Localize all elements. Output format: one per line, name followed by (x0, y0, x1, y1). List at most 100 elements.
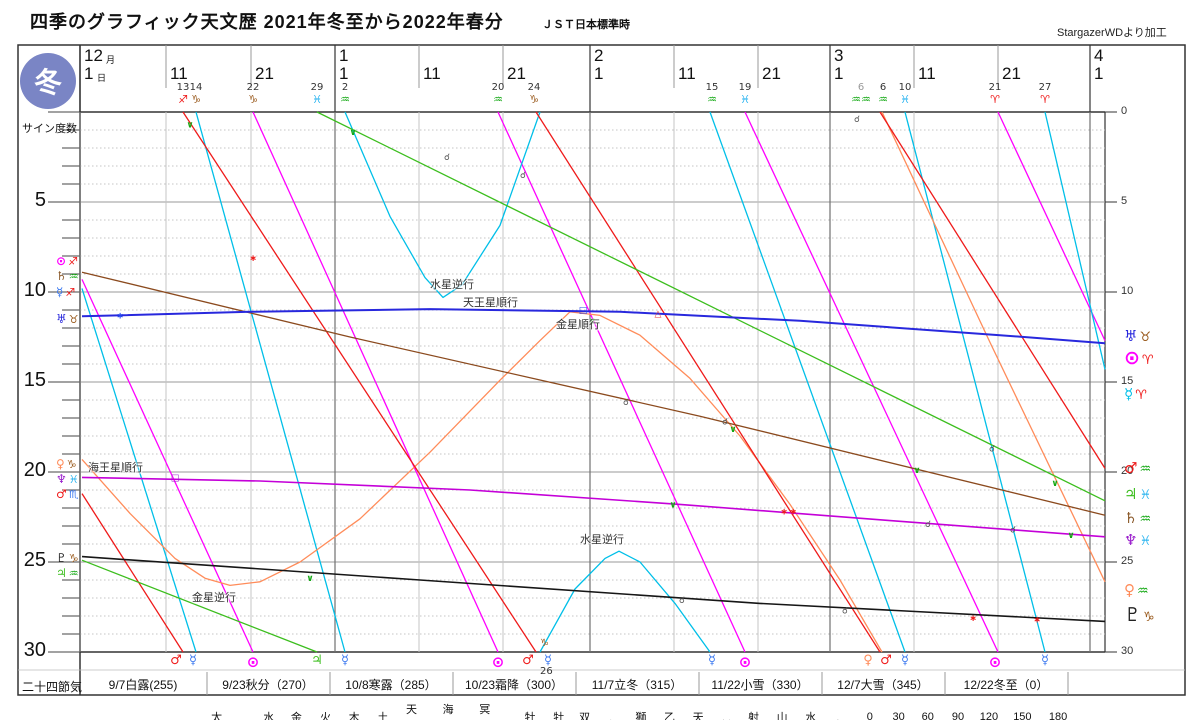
date-day-label: 21 (507, 64, 526, 83)
legend-label: 冥王星 (479, 704, 491, 716)
legend-label: 180度 (1048, 711, 1068, 720)
sign-glyph: ♒ (1139, 512, 1152, 527)
planet-label-right: ☿ ♈ (1124, 384, 1147, 403)
sign-glyph-icon: ♌ (624, 718, 635, 720)
aspect-glyph-icon: ∨ (882, 718, 892, 720)
solar-term-label: 12/22冬至（0） (963, 678, 1049, 692)
legend-label: 牡羊 (524, 712, 536, 720)
y-axis-label-right: 20 (1121, 465, 1134, 477)
aspect-marker: ∨ (669, 500, 676, 510)
bottom-planet-marker: ♀ (863, 653, 873, 668)
sign-glyph: ♏ (68, 488, 79, 501)
aspect-marker: ☌ (444, 153, 450, 163)
y-axis-label-right: 25 (1121, 555, 1134, 567)
planet-glyph-icon: ♄ (366, 718, 377, 720)
ingress-sign-icon: ♑ (529, 93, 539, 106)
planet-glyph-icon: ♃ (337, 718, 348, 720)
ingress-date: 29 (310, 82, 324, 93)
planet-line-jupiter (81, 559, 318, 653)
planet-glyph-icon: ♇ (468, 718, 479, 720)
legend-label: 60度 (921, 711, 934, 720)
ingress-date: 6 (879, 82, 887, 93)
motion-label: 海王星順行 (88, 462, 143, 474)
planet-line-saturn (81, 271, 1106, 516)
legend-item-sign: ♍乙女 (652, 709, 677, 720)
aspect-glyph-icon: ⊼ (1002, 718, 1012, 720)
bottom-planet-marker: ☿ (341, 653, 349, 668)
planet-glyph: ♂ (1124, 459, 1138, 477)
planet-line-mars (81, 493, 184, 653)
date-day-label: 11 (423, 64, 441, 83)
bottom-planet-marker: ☿ (1041, 653, 1049, 668)
legend-item-planet: ♃木星 (337, 709, 362, 720)
ingress-date: 10 (898, 82, 912, 93)
bottom-planet-marker: ☿ (708, 653, 716, 668)
y-axis-label-left: 20 (23, 459, 46, 481)
aspect-marker: □ (171, 473, 180, 483)
solar-term-label: 12/7大雪（345） (837, 678, 929, 692)
sign-glyph: ♈ (1135, 388, 1147, 403)
planet-glyph: ♃ (56, 566, 67, 580)
legend-item-aspect: ☌0度 (858, 711, 878, 720)
planet-glyph: ♂ (56, 487, 67, 501)
bottom-planet-marker: ♂ (880, 653, 892, 668)
planet-line-venus (881, 111, 1106, 583)
ingress-sign-icon: ♈ (1040, 93, 1050, 106)
sign-glyph-icon: ♓ (822, 718, 833, 720)
sign-glyph-icon: ♋ (597, 718, 608, 720)
y-axis-label-left: 5 (34, 189, 46, 211)
date-day-label: 1 (594, 64, 604, 83)
solar-term-label: 10/8寒露（285） (345, 678, 437, 692)
aspect-marker: ☌ (623, 398, 629, 408)
motion-label: 天王星順行 (463, 297, 518, 309)
ingress-date: 20 (491, 82, 505, 93)
planet-glyph-icon: ♂ (308, 718, 319, 720)
planet-line-mars (879, 111, 1106, 469)
sign-glyph-icon: ♈ (513, 718, 524, 720)
bottom-planet-marker: ☿ (189, 653, 197, 668)
legend-item-sign: ♒水瓶 (794, 709, 819, 720)
legend-item-planet: ♅天王星 (394, 701, 427, 720)
legend-label: 土星 (377, 712, 389, 720)
planet-label-left: ♃ ♒ (56, 562, 79, 581)
planet-glyph: ♄ (56, 269, 67, 283)
planet-glyph: ⊙ (1124, 347, 1140, 369)
solar-term-label: 10/23霜降（300） (464, 678, 564, 692)
ingress-date: 13 (176, 82, 190, 93)
planet-line-sun (252, 111, 499, 653)
aspect-marker: ☌ (722, 418, 728, 428)
legend-label: 海王星 (442, 704, 454, 716)
sign-glyph: ♑ (66, 458, 77, 471)
legend-label: 木星 (348, 712, 360, 720)
aspect-marker: ∨ (1067, 531, 1074, 541)
planet-line-jupiter (316, 111, 1106, 502)
legend-item-aspect: △120度 (970, 711, 999, 720)
legend-label: 150度 (1013, 711, 1032, 720)
date-month-label: 12 (84, 46, 103, 65)
planet-line-sun (997, 111, 1106, 341)
retro-ingress-sign: ♑ (540, 638, 549, 649)
sign-glyph: ♒ (68, 567, 79, 580)
aspect-marker: ∗ (116, 311, 124, 321)
legend-item-aspect: □90度 (940, 711, 966, 720)
planet-line-uranus (81, 308, 1106, 345)
aspect-marker: ∨ (913, 466, 920, 476)
motion-label: 水星逆行 (580, 534, 624, 546)
y-axis-label-right: 5 (1121, 195, 1128, 207)
date-day-label: 21 (762, 64, 781, 83)
planet-label-right: ♅ ♉ (1124, 326, 1151, 345)
bottom-planet-marker: ♂ (522, 653, 534, 668)
credit-note: StargazerWDより加工 (1057, 27, 1167, 39)
aspect-marker: ☌ (854, 115, 860, 125)
ingress-sign-icon: ♑ (191, 93, 201, 106)
planet-line-venus (81, 311, 883, 653)
y-axis-label-left: 30 (23, 639, 46, 661)
y-axis-label-right: 30 (1121, 645, 1134, 657)
planet-label-left: ♄ ♒ (56, 265, 79, 284)
sign-glyph: ♓ (1139, 534, 1152, 549)
motion-label: 金星順行 (556, 319, 600, 331)
date-day-label: 21 (1002, 64, 1021, 83)
legend-item-planet: ☽月 (228, 717, 251, 720)
date-day-label: 1 (1094, 64, 1104, 83)
y-axis-label-right: 10 (1121, 285, 1134, 297)
